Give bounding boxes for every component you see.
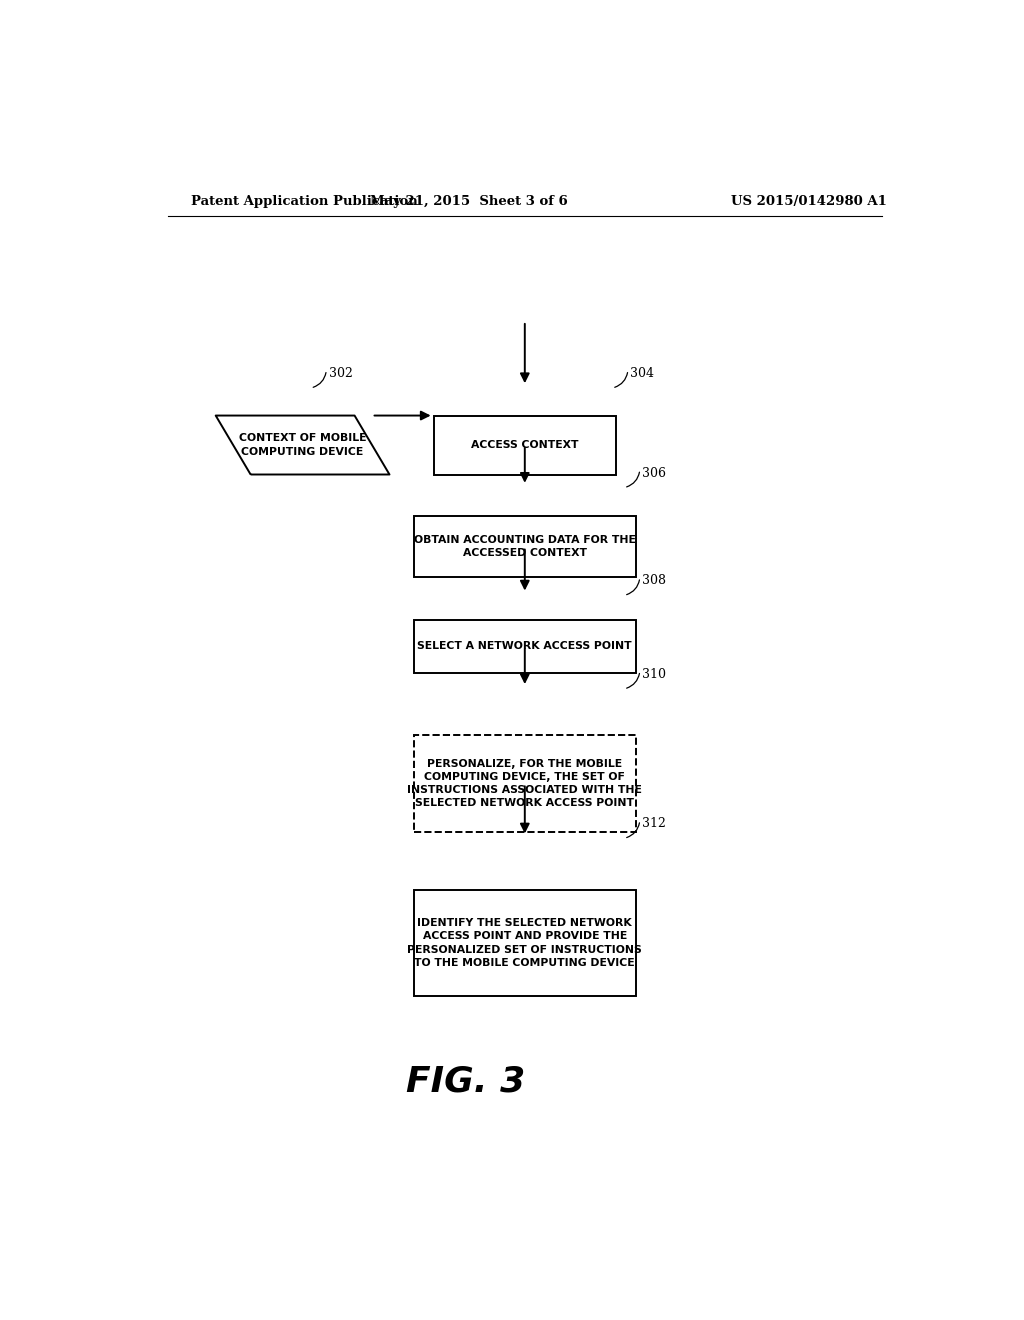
Text: 302: 302 — [329, 367, 352, 380]
Text: 312: 312 — [642, 817, 667, 830]
Text: PERSONALIZE, FOR THE MOBILE
COMPUTING DEVICE, THE SET OF
INSTRUCTIONS ASSOCIATED: PERSONALIZE, FOR THE MOBILE COMPUTING DE… — [408, 759, 642, 808]
Text: FIG. 3: FIG. 3 — [406, 1064, 525, 1098]
Text: 308: 308 — [642, 574, 667, 587]
Text: Patent Application Publication: Patent Application Publication — [191, 194, 418, 207]
Text: 306: 306 — [642, 466, 667, 479]
Text: CONTEXT OF MOBILE
COMPUTING DEVICE: CONTEXT OF MOBILE COMPUTING DEVICE — [239, 433, 367, 457]
Bar — [433, 416, 616, 474]
Text: US 2015/0142980 A1: US 2015/0142980 A1 — [731, 194, 887, 207]
Bar — [414, 735, 636, 832]
Text: OBTAIN ACCOUNTING DATA FOR THE
ACCESSED CONTEXT: OBTAIN ACCOUNTING DATA FOR THE ACCESSED … — [414, 535, 636, 558]
Text: May 21, 2015  Sheet 3 of 6: May 21, 2015 Sheet 3 of 6 — [371, 194, 568, 207]
Text: 304: 304 — [631, 367, 654, 380]
Text: IDENTIFY THE SELECTED NETWORK
ACCESS POINT AND PROVIDE THE
PERSONALIZED SET OF I: IDENTIFY THE SELECTED NETWORK ACCESS POI… — [408, 919, 642, 968]
Text: ACCESS CONTEXT: ACCESS CONTEXT — [471, 440, 579, 450]
Bar — [414, 890, 636, 997]
Text: 310: 310 — [642, 668, 667, 681]
Text: SELECT A NETWORK ACCESS POINT: SELECT A NETWORK ACCESS POINT — [418, 642, 632, 651]
Bar — [414, 516, 636, 577]
Bar — [414, 620, 636, 673]
